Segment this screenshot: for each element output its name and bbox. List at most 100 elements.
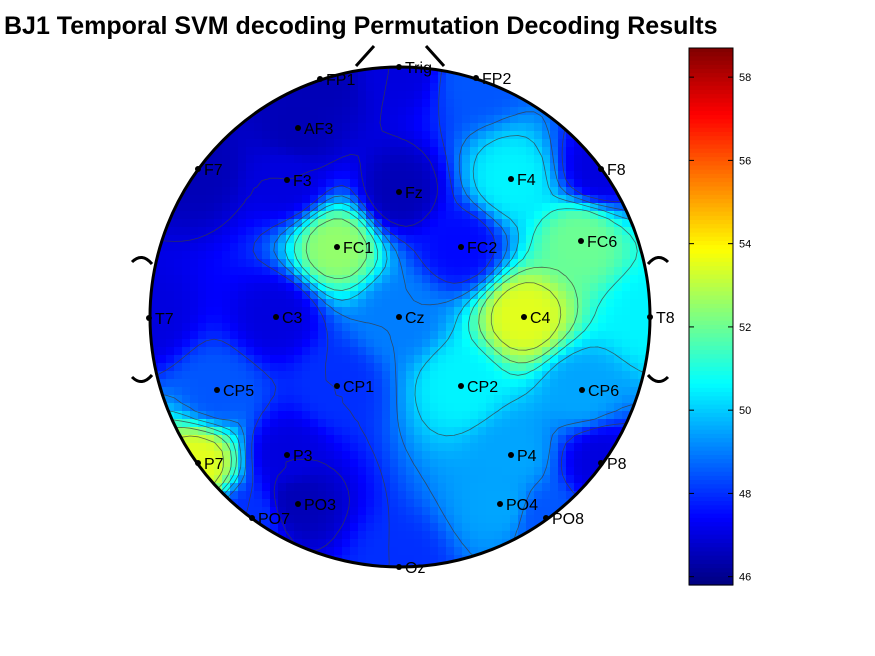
heatmap-cell (566, 203, 575, 212)
heatmap-cell (166, 219, 175, 228)
heatmap-cell (222, 227, 231, 236)
heatmap-cell (238, 371, 247, 380)
electrode-label: Fz (405, 185, 423, 202)
heatmap-cell (398, 363, 407, 372)
heatmap-cell (166, 379, 175, 388)
heatmap-cell (238, 179, 247, 188)
heatmap-cell (454, 507, 463, 516)
electrode-label: PO7 (258, 511, 290, 528)
heatmap-cell (334, 547, 343, 556)
colorbar-segment (689, 299, 733, 305)
heatmap-cell (566, 283, 575, 292)
heatmap-cell (382, 467, 391, 476)
heatmap-cell (382, 275, 391, 284)
colorbar-segment (689, 228, 733, 234)
heatmap-cell (206, 307, 215, 316)
heatmap-cell (414, 99, 423, 108)
heatmap-cell (454, 235, 463, 244)
heatmap-cell (230, 195, 239, 204)
heatmap-cell (382, 299, 391, 308)
heatmap-cell (358, 531, 367, 540)
electrode-label: F3 (293, 173, 312, 190)
heatmap-cell (622, 371, 631, 380)
heatmap-cell (302, 179, 311, 188)
heatmap-cell (574, 387, 583, 396)
heatmap-cell (238, 267, 247, 276)
heatmap-cell (430, 459, 439, 468)
heatmap-cell (366, 139, 375, 148)
heatmap-cell (382, 371, 391, 380)
heatmap-cell (606, 323, 615, 332)
heatmap-cell (422, 307, 431, 316)
heatmap-cell (558, 419, 567, 428)
heatmap-cell (246, 315, 255, 324)
heatmap-cell (486, 539, 495, 548)
heatmap-cell (398, 555, 407, 564)
heatmap-cell (190, 299, 199, 308)
electrode-label: CP1 (343, 379, 374, 396)
heatmap-cell (278, 187, 287, 196)
heatmap-cell (206, 315, 215, 324)
heatmap-cell (518, 523, 527, 532)
heatmap-cell (326, 203, 335, 212)
heatmap-cell (582, 203, 591, 212)
heatmap-cell (206, 363, 215, 372)
heatmap-cell (238, 459, 247, 468)
heatmap-cell (558, 403, 567, 412)
heatmap-cell (318, 131, 327, 140)
heatmap-cell (318, 91, 327, 100)
heatmap-cell (478, 363, 487, 372)
heatmap-cell (366, 179, 375, 188)
heatmap-cell (478, 219, 487, 228)
heatmap-cell (342, 219, 351, 228)
heatmap-cell (510, 131, 519, 140)
heatmap-cell (558, 131, 567, 140)
heatmap-cell (430, 531, 439, 540)
heatmap-cell (510, 435, 519, 444)
heatmap-cell (422, 459, 431, 468)
heatmap-cell (374, 251, 383, 260)
heatmap-cell (430, 371, 439, 380)
heatmap-cell (366, 75, 375, 84)
heatmap-cell (430, 403, 439, 412)
heatmap-cell (382, 91, 391, 100)
heatmap-cell (342, 387, 351, 396)
heatmap-cell (550, 291, 559, 300)
heatmap-cell (502, 275, 511, 284)
heatmap-cell (318, 235, 327, 244)
heatmap-cell (318, 363, 327, 372)
heatmap-cell (534, 155, 543, 164)
heatmap-cell (334, 507, 343, 516)
colorbar-segment (689, 530, 733, 536)
heatmap-cell (470, 419, 479, 428)
heatmap-cell (398, 323, 407, 332)
heatmap-cell (534, 491, 543, 500)
heatmap-cell (550, 307, 559, 316)
heatmap-cell (510, 299, 519, 308)
heatmap-cell (222, 291, 231, 300)
heatmap-cell (454, 155, 463, 164)
heatmap-cell (270, 347, 279, 356)
heatmap-cell (294, 235, 303, 244)
heatmap-cell (470, 491, 479, 500)
heatmap-cell (406, 331, 415, 340)
heatmap-cell (398, 379, 407, 388)
heatmap-cell (430, 315, 439, 324)
heatmap-cell (526, 371, 535, 380)
heatmap-cell (182, 371, 191, 380)
heatmap-cell (486, 363, 495, 372)
heatmap-cell (374, 419, 383, 428)
heatmap-cell (382, 331, 391, 340)
heatmap-cell (454, 331, 463, 340)
heatmap-cell (542, 187, 551, 196)
heatmap-cell (526, 475, 535, 484)
electrode-t8: T8 (647, 310, 675, 327)
heatmap-cell (486, 99, 495, 108)
heatmap-cell (382, 131, 391, 140)
heatmap-cell (390, 267, 399, 276)
heatmap-cell (598, 275, 607, 284)
heatmap-cell (286, 147, 295, 156)
heatmap-cell (286, 355, 295, 364)
heatmap-cell (454, 195, 463, 204)
heatmap-cell (606, 331, 615, 340)
